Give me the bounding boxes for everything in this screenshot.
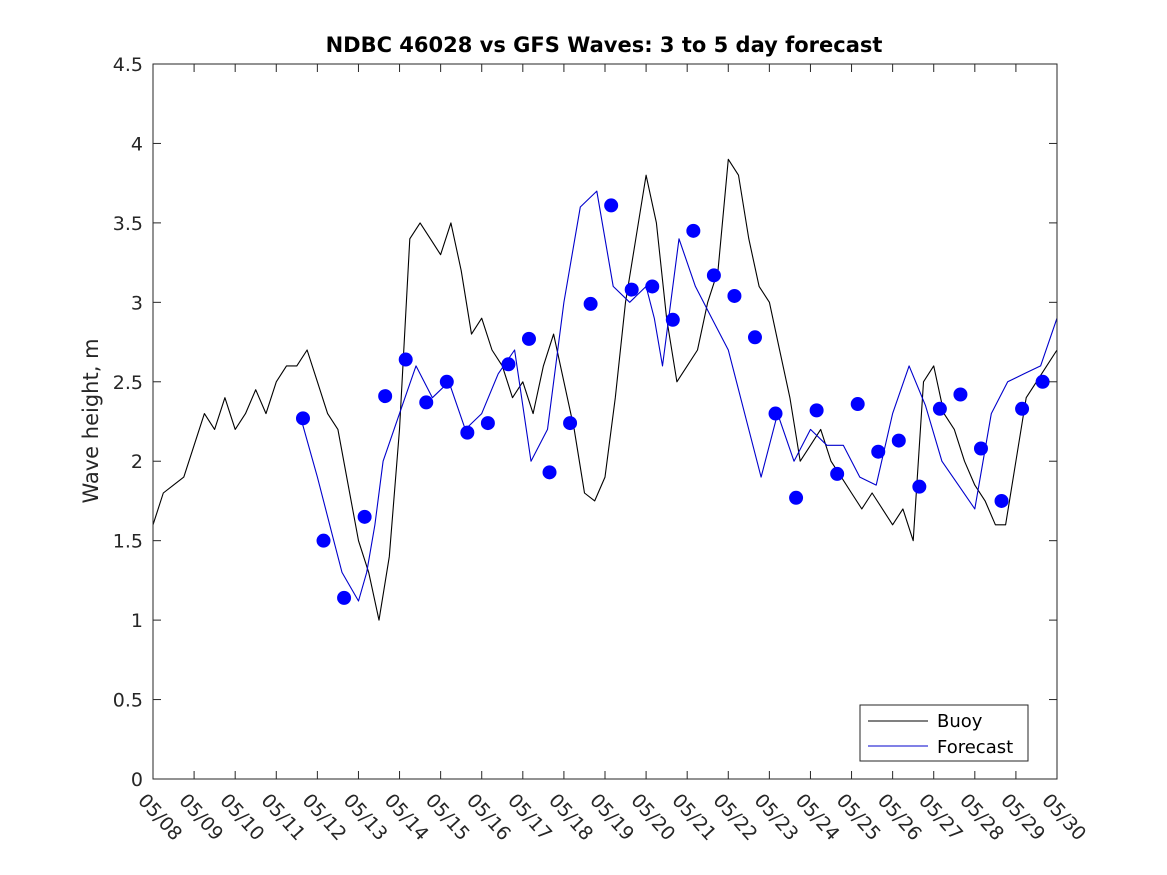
plot-series	[152, 158, 1058, 621]
forecast-marker	[789, 490, 804, 505]
forecast-marker	[583, 296, 598, 311]
forecast-marker	[850, 397, 865, 412]
y-tick-label: 3	[131, 292, 143, 314]
forecast-marker	[912, 479, 927, 494]
y-tick-label: 3.5	[113, 213, 143, 235]
forecast-marker	[316, 533, 331, 548]
forecast-marker	[809, 403, 824, 418]
forecast-marker	[357, 509, 372, 524]
forecast-marker	[665, 312, 680, 327]
forecast-marker	[604, 198, 619, 213]
forecast-marker	[378, 389, 393, 404]
forecast-marker	[419, 395, 434, 410]
forecast-marker	[337, 590, 352, 605]
forecast-marker	[973, 441, 988, 456]
legend-buoy-label: Buoy	[937, 711, 983, 732]
y-tick-label: 4.5	[113, 54, 143, 76]
forecast-marker	[501, 357, 516, 372]
forecast-marker	[480, 416, 495, 431]
legend-box	[859, 704, 1029, 762]
forecast-marker	[398, 352, 413, 367]
chart-title: NDBC 46028 vs GFS Waves: 3 to 5 day fore…	[326, 33, 883, 57]
forecast-marker	[953, 387, 968, 402]
forecast-marker	[747, 330, 762, 345]
forecast-marker	[645, 279, 660, 294]
forecast-marker	[460, 425, 475, 440]
forecast-marker	[542, 465, 557, 480]
forecast-marker	[891, 433, 906, 448]
y-tick-label: 4	[131, 133, 143, 155]
forecast-marker	[1015, 401, 1030, 416]
y-tick-label: 0.5	[113, 690, 143, 712]
y-tick-label: 1.5	[113, 531, 143, 553]
forecast-marker	[295, 411, 310, 426]
forecast-marker	[624, 282, 639, 297]
plot-frame	[152, 63, 1058, 780]
y-tick-label: 0	[131, 769, 143, 791]
forecast-marker	[994, 493, 1009, 508]
y-axis-label: Wave height, m	[79, 338, 103, 503]
legend: Buoy Forecast	[859, 704, 1029, 762]
forecast-marker	[932, 401, 947, 416]
forecast-marker	[1035, 374, 1050, 389]
y-axis: 0 0.5 1 1.5 2 2.5 3 3.5 4 4.5	[113, 54, 1057, 791]
forecast-marker	[686, 223, 701, 238]
forecast-marker	[727, 288, 742, 303]
forecast-marker	[768, 406, 783, 421]
forecast-marker	[830, 466, 845, 481]
y-tick-label: 2	[131, 451, 143, 473]
legend-forecast-label: Forecast	[937, 737, 1013, 758]
y-tick-label: 1	[131, 610, 143, 632]
forecast-marker	[521, 331, 536, 346]
forecast-marker	[706, 268, 721, 283]
y-tick-label: 2.5	[113, 372, 143, 394]
buoy-series-line	[152, 158, 1058, 621]
forecast-marker	[871, 444, 886, 459]
forecast-marker	[439, 374, 454, 389]
forecast-marker	[563, 416, 578, 431]
forecast-series-line	[300, 190, 1058, 602]
